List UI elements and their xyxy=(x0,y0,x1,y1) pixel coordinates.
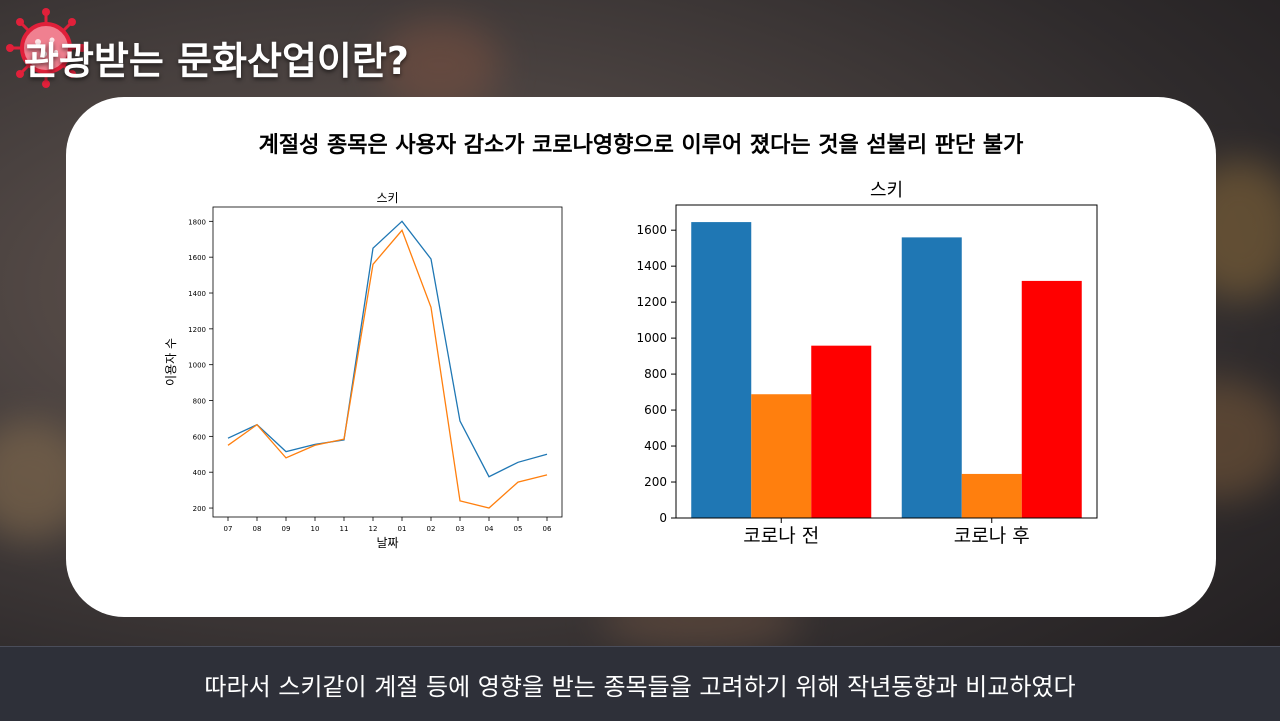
line-chart: 스키 200 400 600 800 1000 1200 1400 1600 1800 07 08 09… xyxy=(164,191,563,550)
bar-코로나-후-1 xyxy=(901,237,962,518)
background-blur xyxy=(380,20,500,110)
x-tick-label: 02 xyxy=(427,525,436,533)
y-tick-label: 1200 xyxy=(188,326,206,334)
y-tick-label: 200 xyxy=(644,475,667,489)
x-tick-label: 01 xyxy=(398,525,407,533)
x-tick-label: 08 xyxy=(253,525,262,533)
x-tick-label: 06 xyxy=(543,525,552,533)
x-tick-label: 12 xyxy=(369,525,378,533)
line-chart-title: 스키 xyxy=(376,191,398,205)
y-tick-label: 200 xyxy=(193,505,206,513)
x-tick-label: 07 xyxy=(224,525,233,533)
slide-subtitle: 계절성 종목은 사용자 감소가 코로나영향으로 이루어 졌다는 것을 섣불리 판… xyxy=(258,133,1024,158)
bar-코로나-후-3 xyxy=(1021,280,1082,518)
bar-chart-frame xyxy=(675,204,1098,519)
category-label: 코로나 후 xyxy=(954,525,1030,547)
y-tick-label: 1600 xyxy=(188,254,206,262)
footer-bar: 따라서 스키같이 계절 등에 영향을 받는 종목들을 고려하기 위해 작년동향과… xyxy=(0,646,1280,721)
x-tick-label: 11 xyxy=(340,525,349,533)
y-tick-label: 1400 xyxy=(188,290,206,298)
y-tick-label: 400 xyxy=(193,469,206,477)
series-line-1 xyxy=(227,220,548,478)
bar-코로나-전-2 xyxy=(751,394,812,518)
y-tick-label: 0 xyxy=(659,511,667,525)
y-tick-label: 1600 xyxy=(636,223,667,237)
x-tick-label: 03 xyxy=(456,525,465,533)
x-tick-label: 10 xyxy=(311,525,320,533)
bar-코로나-전-3 xyxy=(811,345,872,518)
y-tick-label: 600 xyxy=(644,403,667,417)
line-chart-frame xyxy=(212,206,563,518)
y-tick-label: 1000 xyxy=(636,331,667,345)
content-card: 계절성 종목은 사용자 감소가 코로나영향으로 이루어 졌다는 것을 섣불리 판… xyxy=(66,97,1216,617)
x-tick-label: 05 xyxy=(514,525,523,533)
y-tick-label: 1200 xyxy=(636,295,667,309)
y-tick-label: 1400 xyxy=(636,259,667,273)
bar-코로나-전-1 xyxy=(691,222,752,518)
y-tick-label: 400 xyxy=(644,439,667,453)
bar-chart-title: 스키 xyxy=(870,180,903,201)
line-chart-xlabel: 날짜 xyxy=(376,536,398,550)
category-label: 코로나 전 xyxy=(743,525,819,547)
line-chart-ylabel: 이용자 수 xyxy=(164,338,178,386)
x-tick-label: 04 xyxy=(485,525,494,533)
footer-text: 따라서 스키같이 계절 등에 영향을 받는 종목들을 고려하기 위해 작년동향과… xyxy=(204,673,1076,701)
y-tick-label: 600 xyxy=(193,433,206,441)
y-tick-label: 1000 xyxy=(188,362,206,370)
series-line-2 xyxy=(227,229,548,509)
y-tick-label: 1800 xyxy=(188,218,206,226)
slide-title: 관광받는 문화산업이란? xyxy=(24,39,409,83)
bar-chart: 스키 0 200 400 600 800 1000 1200 1400 1600 코로나 전 코로나 … xyxy=(636,180,1098,547)
y-tick-label: 800 xyxy=(644,367,667,381)
x-tick-label: 09 xyxy=(282,525,291,533)
bar-코로나-후-2 xyxy=(961,473,1022,518)
virus-icon xyxy=(6,8,86,88)
y-tick-label: 800 xyxy=(193,398,206,406)
